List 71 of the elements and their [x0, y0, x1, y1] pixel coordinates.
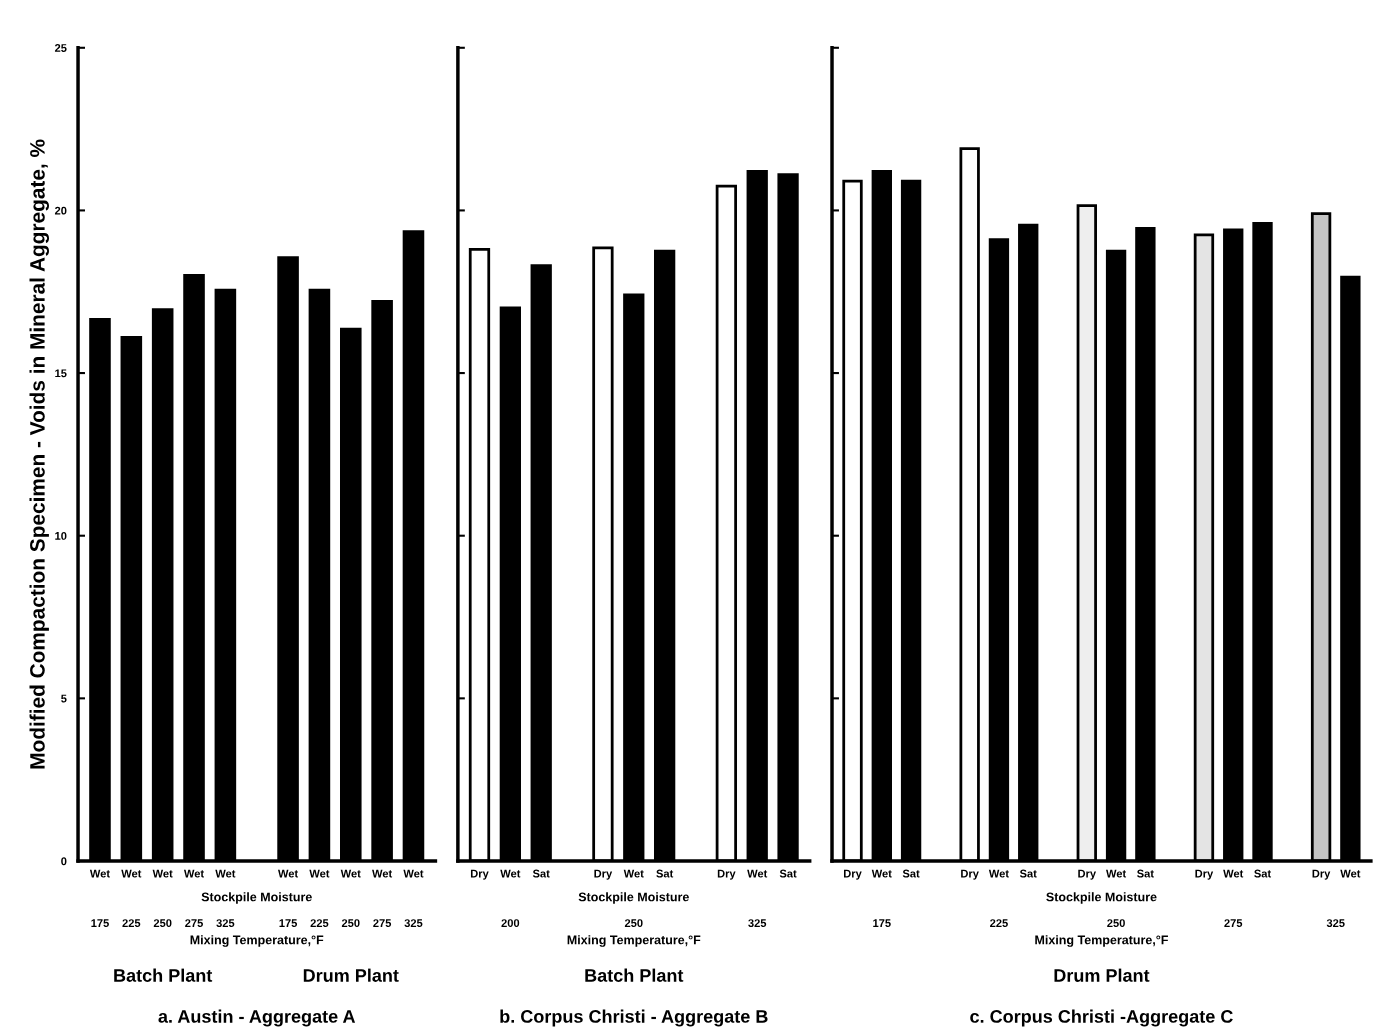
- text: 175: [91, 919, 109, 927]
- text: 325: [748, 919, 767, 928]
- text: 325: [404, 919, 423, 928]
- text: Batch Plant: [114, 968, 213, 982]
- x-tick-label: Dry: [1078, 869, 1097, 880]
- x-tick-label: Wet: [747, 869, 768, 878]
- x-tick-label: Wet: [215, 869, 236, 878]
- text: Mixing Temperature,°F: [190, 935, 324, 947]
- x-tick-label: Wet: [340, 869, 361, 878]
- x-tick-label: Wet: [278, 869, 299, 878]
- text: Mixing Temperature,°F: [1035, 935, 1168, 947]
- x-tick-label: Wet: [988, 869, 1009, 878]
- x-tick-label: Dry: [1195, 869, 1214, 880]
- x-axis-title: Stockpile Moisture: [201, 892, 312, 904]
- x-tick-label: Wet: [500, 869, 521, 878]
- y-tick-label: 25: [54, 44, 67, 52]
- x-axis-title: Stockpile Moisture: [1046, 892, 1157, 904]
- y-tick-label: 20: [54, 206, 67, 215]
- text: 325: [1326, 919, 1345, 928]
- x-tick-label: Sat: [1137, 869, 1154, 878]
- text: Drum Plant: [1054, 968, 1150, 982]
- x-tick-label: Sat: [656, 869, 674, 878]
- x-tick-label: Wet: [403, 869, 424, 878]
- text: c. Corpus Christi -Aggregate C: [970, 1009, 1233, 1027]
- x-tick-label: Wet: [1223, 869, 1244, 878]
- text: Drum Plant: [303, 968, 399, 982]
- y-tick-label: 0: [61, 857, 67, 866]
- text: 250: [1107, 919, 1125, 927]
- x-tick-label: Dry: [844, 869, 862, 880]
- x-tick-label: Wet: [89, 869, 110, 878]
- y-tick-label: 5: [61, 694, 67, 703]
- x-tick-label: Wet: [121, 869, 142, 878]
- text: 225: [310, 919, 329, 927]
- text: 225: [990, 919, 1008, 927]
- x-tick-label: Wet: [1106, 869, 1127, 878]
- x-tick-label: Wet: [183, 869, 204, 878]
- x-tick-label: Sat: [779, 869, 797, 878]
- x-tick-label: Sat: [902, 869, 920, 878]
- text: 250: [153, 919, 172, 927]
- text: b. Corpus Christi - Aggregate B: [500, 1009, 768, 1027]
- text: a. Austin - Aggregate A: [158, 1009, 356, 1027]
- text: Mixing Temperature,°F: [567, 935, 701, 947]
- text: 225: [122, 919, 141, 927]
- x-axis-title: Stockpile Moisture: [578, 892, 689, 904]
- text: 275: [185, 919, 203, 927]
- x-tick-label: Wet: [152, 869, 173, 878]
- text: Batch Plant: [585, 968, 684, 982]
- x-tick-label: Wet: [372, 869, 393, 878]
- x-tick-label: Sat: [532, 869, 550, 878]
- x-tick-label: Wet: [309, 869, 330, 878]
- x-tick-label: Dry: [594, 869, 613, 880]
- x-tick-label: Dry: [717, 869, 736, 880]
- x-tick-label: Dry: [470, 869, 489, 880]
- y-axis-title: Modified Compaction Specimen - Voids in Mineral Aggregate, %: [29, 139, 50, 769]
- text: 175: [873, 919, 891, 927]
- x-tick-label: Dry: [1312, 869, 1331, 880]
- x-tick-label: Sat: [1254, 869, 1272, 878]
- x-tick-label: Wet: [623, 869, 644, 878]
- y-tick-label: 10: [55, 531, 67, 540]
- text: 275: [373, 919, 392, 927]
- x-tick-label: Wet: [871, 869, 892, 878]
- text: 200: [501, 919, 520, 927]
- text: 325: [216, 919, 235, 928]
- x-tick-label: Dry: [961, 869, 979, 880]
- x-tick-label: Sat: [1019, 869, 1037, 878]
- text: 175: [279, 919, 298, 927]
- text: 250: [341, 919, 360, 927]
- text: 250: [624, 919, 643, 927]
- x-tick-label: Wet: [1340, 869, 1361, 878]
- y-tick-label: 15: [55, 369, 67, 378]
- text: 275: [1224, 919, 1243, 927]
